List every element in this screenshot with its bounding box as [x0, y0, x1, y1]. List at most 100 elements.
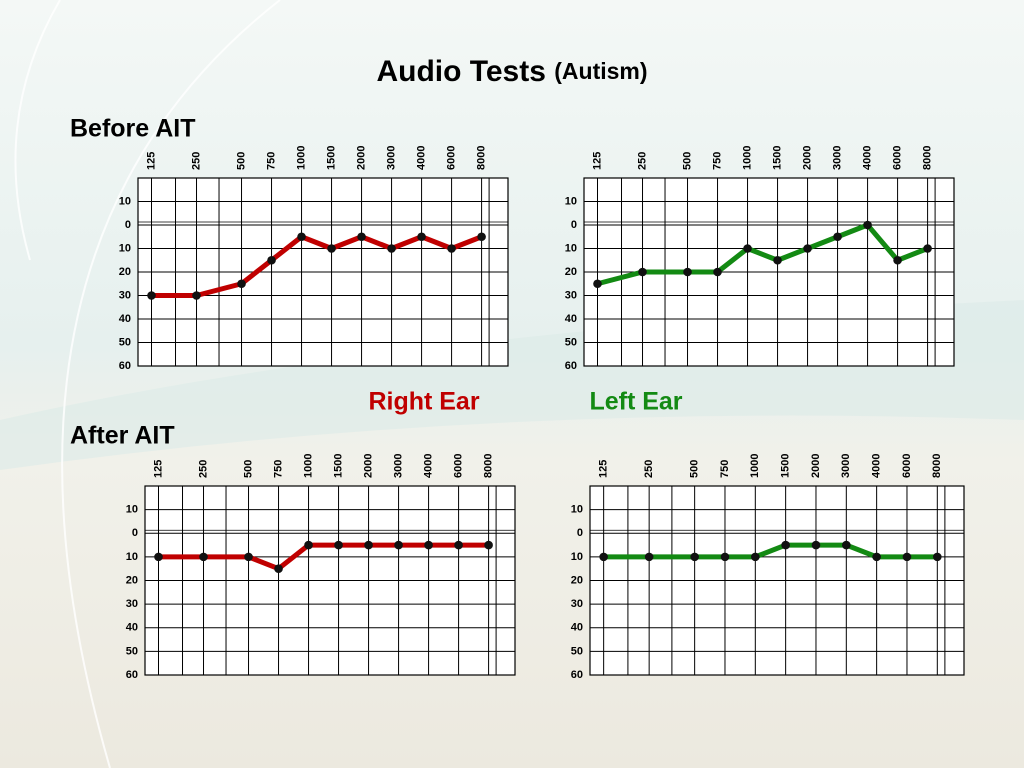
- chart: 10 0 10 20 30 40 50 60 125 250 500 750 1000 1500 2000 3…: [571, 454, 965, 681]
- chart: 10 0 10 20 30 40 50 60 125 250 500 750 1000 1500 2000 3…: [565, 146, 955, 372]
- x-tick-label: 750: [272, 460, 284, 478]
- chart: 10 0 10 20 30 40 50 60 125 250 500 750 1000 1500 2000 3…: [126, 454, 516, 681]
- data-point: [297, 232, 306, 242]
- y-tick-label: 10: [126, 504, 138, 516]
- y-tick-label: 10: [565, 195, 577, 207]
- data-point: [417, 232, 426, 242]
- data-point: [644, 552, 654, 562]
- chart: 10 0 10 20 30 40 50 60 125 250 500 750 1000 1500 2000 3…: [119, 146, 509, 372]
- x-tick-label: 8000: [921, 146, 933, 170]
- data-point: [690, 552, 699, 562]
- data-point: [477, 232, 486, 242]
- data-point: [334, 540, 343, 550]
- y-tick-label: 20: [126, 574, 138, 586]
- legend-entry: Left Ear: [589, 388, 682, 416]
- x-tick-label: 6000: [891, 146, 903, 170]
- section-label: After AIT: [70, 422, 175, 450]
- x-tick-label: 500: [689, 460, 701, 478]
- y-tick-label: 40: [119, 313, 131, 325]
- x-tick-label: 8000: [931, 454, 943, 478]
- data-point: [638, 267, 647, 277]
- x-tick-label: 8000: [482, 454, 494, 478]
- y-tick-label: 0: [577, 527, 583, 539]
- x-tick-label: 750: [719, 460, 731, 478]
- x-tick-label: 2000: [362, 454, 374, 478]
- y-tick-label: 50: [571, 645, 583, 657]
- y-tick-label: 30: [565, 289, 577, 301]
- background-arc: [61, 0, 281, 768]
- x-tick-label: 125: [598, 460, 610, 478]
- x-tick-label: 3000: [831, 146, 843, 170]
- y-tick-label: 20: [119, 266, 131, 278]
- data-point: [893, 255, 902, 265]
- y-tick-label: 0: [132, 527, 138, 539]
- data-point: [424, 540, 433, 550]
- title-main: Audio Tests: [376, 55, 545, 88]
- y-tick-label: 30: [126, 598, 138, 610]
- x-tick-label: 250: [190, 152, 202, 170]
- y-tick-label: 40: [565, 313, 577, 325]
- slide-title: Audio Tests (Autism): [376, 55, 647, 88]
- x-tick-label: 250: [643, 460, 655, 478]
- x-tick-label: 1500: [771, 146, 783, 170]
- data-point: [447, 244, 456, 253]
- x-tick-label: 500: [235, 152, 247, 170]
- x-tick-label: 3000: [392, 454, 404, 478]
- data-point: [863, 220, 872, 230]
- y-tick-label: 10: [571, 551, 583, 563]
- x-tick-label: 6000: [901, 454, 913, 478]
- x-tick-label: 4000: [422, 454, 434, 478]
- x-tick-label: 6000: [452, 454, 464, 478]
- data-point: [364, 540, 373, 550]
- x-tick-label: 750: [265, 152, 277, 170]
- background-arc: [14, 0, 61, 261]
- data-point: [902, 552, 912, 562]
- x-tick-label: 1000: [302, 454, 314, 478]
- data-point: [327, 244, 336, 253]
- data-point: [781, 540, 790, 550]
- y-tick-label: 30: [571, 598, 583, 610]
- section-label: Before AIT: [70, 115, 195, 143]
- data-point: [454, 540, 463, 550]
- data-point: [599, 552, 608, 562]
- x-tick-label: 125: [145, 152, 157, 170]
- data-point: [154, 552, 163, 562]
- data-point: [713, 267, 722, 277]
- data-point: [720, 552, 730, 562]
- y-tick-label: 10: [571, 504, 583, 516]
- title-note: (Autism): [554, 58, 647, 84]
- data-point: [842, 540, 851, 550]
- data-point: [484, 540, 493, 550]
- y-tick-label: 30: [119, 289, 131, 301]
- data-point: [743, 244, 752, 253]
- y-tick-label: 20: [571, 574, 583, 586]
- data-point: [274, 564, 283, 573]
- data-point: [683, 267, 692, 277]
- x-tick-label: 500: [242, 460, 254, 478]
- y-tick-label: 50: [565, 336, 577, 348]
- y-tick-label: 60: [126, 669, 138, 681]
- data-point: [199, 552, 208, 562]
- x-tick-label: 2000: [355, 146, 367, 170]
- x-tick-label: 4000: [871, 454, 883, 478]
- data-point: [933, 552, 942, 562]
- data-point: [244, 552, 253, 562]
- x-tick-label: 250: [636, 152, 648, 170]
- x-tick-label: 1000: [741, 146, 753, 170]
- data-point: [923, 244, 932, 253]
- x-tick-label: 1500: [780, 454, 792, 478]
- x-tick-label: 1000: [749, 454, 761, 478]
- x-tick-label: 3000: [840, 454, 852, 478]
- data-point: [267, 255, 276, 265]
- y-tick-label: 0: [571, 219, 577, 231]
- y-tick-label: 10: [126, 551, 138, 563]
- x-tick-label: 6000: [445, 146, 457, 170]
- x-tick-label: 1500: [332, 454, 344, 478]
- x-tick-label: 4000: [415, 146, 427, 170]
- x-tick-label: 4000: [861, 146, 873, 170]
- y-tick-label: 60: [119, 360, 131, 372]
- data-point: [872, 552, 881, 562]
- legend-entry: Right Ear: [368, 388, 479, 416]
- data-point: [593, 279, 602, 289]
